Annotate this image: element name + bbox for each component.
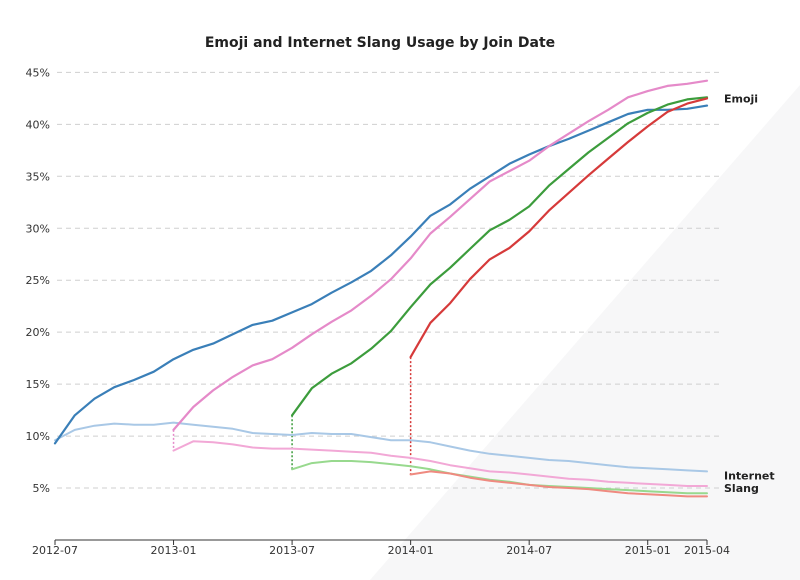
y-tick-label: 35% xyxy=(26,170,50,183)
series-line-4 xyxy=(409,97,709,359)
y-tick-label: 25% xyxy=(26,274,50,287)
y-axis: 5% 10% 15% 20% 25% 30% 35% 40% 45% xyxy=(26,66,50,495)
x-tick-label: 2015-01 xyxy=(625,544,671,557)
x-tick-label: 2012-07 xyxy=(32,544,78,557)
series-line-5 xyxy=(54,421,708,473)
chart-title: Emoji and Internet Slang Usage by Join D… xyxy=(205,35,555,51)
x-tick-label: 2014-07 xyxy=(506,544,552,557)
x-tick-label: 2013-01 xyxy=(151,544,197,557)
y-tick-label: 15% xyxy=(26,378,50,391)
x-tick-label: 2014-01 xyxy=(388,544,434,557)
y-tick-label: 40% xyxy=(26,118,50,131)
series-line-2 xyxy=(172,79,709,431)
y-tick-label: 10% xyxy=(26,430,50,443)
y-tick-label: 20% xyxy=(26,326,50,339)
series-line-3 xyxy=(291,96,709,417)
end-label: Slang xyxy=(724,482,759,495)
gridlines xyxy=(57,71,720,489)
series-line-6 xyxy=(172,440,708,487)
x-tick-label: 2015-04 xyxy=(684,544,730,557)
series-line-7 xyxy=(291,460,708,495)
end-label: Internet xyxy=(724,470,775,483)
series-line-8 xyxy=(409,470,708,498)
y-tick-label: 30% xyxy=(26,222,50,235)
background-shape xyxy=(370,85,800,580)
x-axis: 2012-07 2013-01 2013-07 2014-01 2014-07 2015-… xyxy=(32,539,730,557)
series-lines xyxy=(53,79,709,498)
series-line-1 xyxy=(53,104,709,445)
y-tick-label: 45% xyxy=(26,66,50,79)
y-tick-label: 5% xyxy=(33,482,50,495)
cohort-connectors xyxy=(172,357,412,475)
end-label: Emoji xyxy=(724,92,758,105)
x-tick-label: 2013-07 xyxy=(269,544,315,557)
